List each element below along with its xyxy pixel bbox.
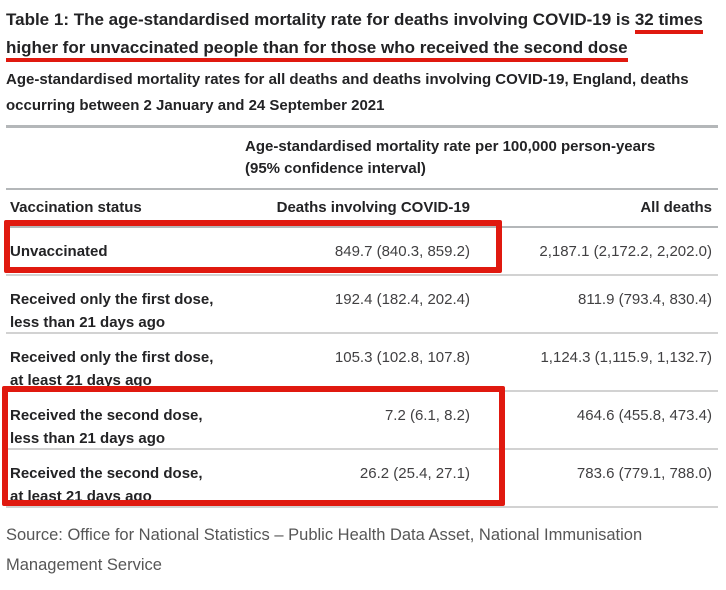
row-all-deaths-value: 464.6 (455.8, 473.4) xyxy=(576,407,712,424)
table-row-first-dose-at-least-21: Received only the first dose, at least 2… xyxy=(6,334,718,392)
row-covid-value: 849.7 (840.3, 859.2) xyxy=(334,243,470,260)
row-status-label: Unvaccinated xyxy=(10,243,108,260)
row-status-label: Received only the first dose, less than … xyxy=(10,291,214,331)
column-header-all-deaths: All deaths xyxy=(640,199,712,216)
mortality-table: Age-standardised mortality rate per 100,… xyxy=(6,125,718,508)
row-all-deaths-value: 1,124.3 (1,115.9, 1,132.7) xyxy=(540,349,712,366)
row-covid-value: 192.4 (182.4, 202.4) xyxy=(334,291,470,308)
table-row-unvaccinated: Unvaccinated 849.7 (840.3, 859.2) 2,187.… xyxy=(6,228,718,276)
column-header-row: Vaccination status Deaths involving COVI… xyxy=(6,190,718,228)
row-status-label: Received the second dose, at least 21 da… xyxy=(10,465,203,505)
table-row-first-dose-less-21: Received only the first dose, less than … xyxy=(6,276,718,334)
table-subtitle: Age-standardised mortality rates for all… xyxy=(6,71,689,114)
value-column-group-header: Age-standardised mortality rate per 100,… xyxy=(6,128,718,190)
source-attribution: Source: Office for National Statistics –… xyxy=(6,526,643,574)
row-covid-value: 26.2 (25.4, 27.1) xyxy=(359,465,470,482)
table-title-prefix: Table 1: The age-standardised mortality … xyxy=(6,10,635,29)
column-header-vaccination-status: Vaccination status xyxy=(10,199,142,216)
table-title: Table 1: The age-standardised mortality … xyxy=(6,6,718,62)
column-header-deaths-covid: Deaths involving COVID-19 xyxy=(276,199,470,216)
row-covid-value: 105.3 (102.8, 107.8) xyxy=(334,349,470,366)
table-row-second-dose-at-least-21: Received the second dose, at least 21 da… xyxy=(6,450,718,508)
title-highlight-32-times: 32 times xyxy=(634,10,703,34)
title-highlight-second-line: higher for unvaccinated people than for … xyxy=(6,38,628,62)
row-all-deaths-value: 2,187.1 (2,172.2, 2,202.0) xyxy=(539,243,712,260)
row-status-label: Received only the first dose, at least 2… xyxy=(10,349,214,389)
row-all-deaths-value: 811.9 (793.4, 830.4) xyxy=(578,291,712,308)
table-row-second-dose-less-21: Received the second dose, less than 21 d… xyxy=(6,392,718,450)
row-status-label: Received the second dose, less than 21 d… xyxy=(10,407,203,447)
row-all-deaths-value: 783.6 (779.1, 788.0) xyxy=(576,465,712,482)
row-covid-value: 7.2 (6.1, 8.2) xyxy=(384,407,470,424)
